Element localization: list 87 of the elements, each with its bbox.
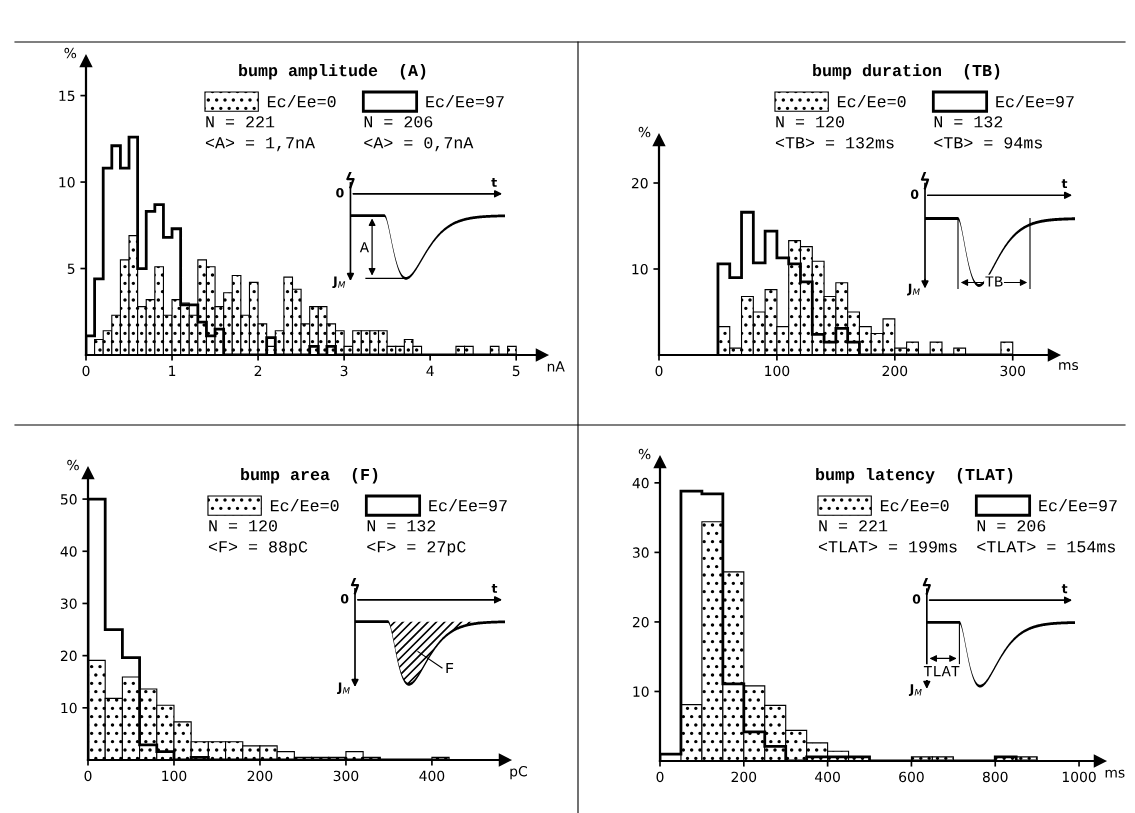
y-tick-label: 30 — [632, 547, 649, 558]
annotation: TB — [985, 276, 1003, 287]
text: N = 132 — [934, 116, 1003, 128]
y-axis-title: % — [638, 448, 651, 460]
annotation: <TLAT> = 154ms — [977, 541, 1115, 553]
x-tick-label: 400 — [419, 770, 445, 782]
annotation: t — [1061, 584, 1068, 594]
legend-label: Ec/Ee=0 — [880, 499, 949, 512]
chart-title: bump duration (TB) — [813, 64, 1000, 80]
x-tick-label: 100 — [162, 770, 187, 782]
x-tick-label: 1 — [169, 365, 176, 376]
x-tick-label: 2 — [254, 365, 262, 376]
annotation: <TB> = 94ms — [934, 137, 1042, 149]
y-tick-label: 20 — [631, 177, 648, 189]
annotation: J$_{M}$ — [907, 283, 920, 296]
text: t — [1061, 179, 1068, 189]
y-tick-label: 10 — [59, 177, 75, 188]
y-tick-label: 20 — [60, 650, 77, 662]
y-tick-label: 30 — [60, 598, 77, 609]
legend-label: Ec/Ee=0 — [267, 95, 336, 108]
x-axis-title: pC — [510, 765, 527, 780]
chart-title: bump area (F) — [241, 468, 378, 484]
y-axis-title: % — [638, 126, 651, 138]
annotation: TLAT — [923, 666, 960, 677]
y-tick-label: 15 — [59, 90, 75, 102]
annotation: A — [359, 242, 369, 253]
x-tick-label: 4 — [426, 365, 434, 376]
annotation: <TB> = 132ms — [775, 137, 894, 149]
y-tick-label: 5 — [67, 263, 75, 274]
x-tick-label: 200 — [731, 771, 757, 783]
annotation: 0 — [336, 187, 344, 198]
annotation: N = 132 — [367, 520, 436, 532]
annotation: N = 206 — [977, 520, 1046, 532]
y-tick-label: 20 — [632, 616, 649, 628]
annotation: F — [446, 662, 454, 674]
annotation: J$_{M}$ — [332, 276, 346, 289]
x-axis-title: nA — [547, 361, 565, 372]
legend-label: Ec/Ee=0 — [270, 499, 339, 512]
text: N = 120 — [776, 116, 844, 128]
x-tick-label: 0 — [656, 771, 664, 783]
annotation: N = 206 — [364, 116, 433, 128]
x-tick-label: 100 — [765, 365, 790, 377]
x-tick-label: 0 — [655, 365, 663, 377]
y-tick-label: 40 — [60, 546, 77, 557]
chart-title: bump latency (TLAT) — [816, 468, 1013, 484]
chart-title: bump amplitude (A) — [239, 64, 426, 80]
legend-label: Ec/Ee=97 — [1039, 499, 1117, 512]
annotation: t — [491, 584, 498, 593]
annotation: <A> = 1,7nA — [205, 137, 316, 152]
x-tick-label: 300 — [333, 770, 359, 782]
legend-label: Ec/Ee=97 — [996, 95, 1074, 108]
x-tick-label: 3 — [340, 365, 348, 377]
annotation: J$_{M}$ — [908, 684, 922, 696]
annotation: 0 — [340, 593, 349, 604]
annotation: N = 221 — [819, 520, 888, 532]
y-tick-label: 10 — [632, 263, 648, 275]
y-axis-title: % — [67, 459, 79, 471]
annotation: <F> = 27pC — [367, 541, 466, 556]
annotation: t — [491, 178, 497, 187]
x-tick-label: 5 — [512, 365, 520, 377]
y-tick-label: 50 — [60, 494, 77, 505]
y-tick-label: 10 — [633, 686, 649, 697]
x-axis-title: ms — [1059, 362, 1079, 371]
annotation: N = 120 — [209, 520, 277, 532]
legend-label: Ec/Ee=97 — [429, 499, 507, 512]
x-tick-label: 0 — [84, 770, 92, 782]
x-tick-label: 300 — [1000, 365, 1026, 377]
annotation: <TLAT> = 199ms — [818, 541, 957, 553]
x-tick-label: 600 — [899, 771, 924, 783]
x-tick-label: 800 — [982, 771, 1008, 783]
y-tick-label: 10 — [61, 702, 77, 714]
x-tick-label: 1000 — [1062, 771, 1096, 783]
annotation: 0 — [912, 594, 921, 604]
x-tick-label: 200 — [247, 770, 273, 782]
x-axis-title: ms — [1105, 769, 1125, 778]
legend-label: Ec/Ee=97 — [426, 95, 504, 108]
annotation: 0 — [910, 189, 919, 199]
annotation: <F> = 88pC — [208, 541, 308, 556]
annotation: <A> = 0,7nA — [364, 137, 474, 152]
annotation: J$_{M}$ — [337, 682, 350, 695]
x-tick-label: 400 — [815, 771, 840, 783]
x-tick-label: 200 — [882, 365, 908, 377]
y-axis-title: % — [64, 47, 77, 59]
annotation: N = 221 — [206, 116, 275, 128]
x-tick-label: 0 — [82, 365, 90, 377]
legend-label: Ec/Ee=0 — [837, 95, 906, 108]
y-tick-label: 40 — [632, 477, 649, 489]
